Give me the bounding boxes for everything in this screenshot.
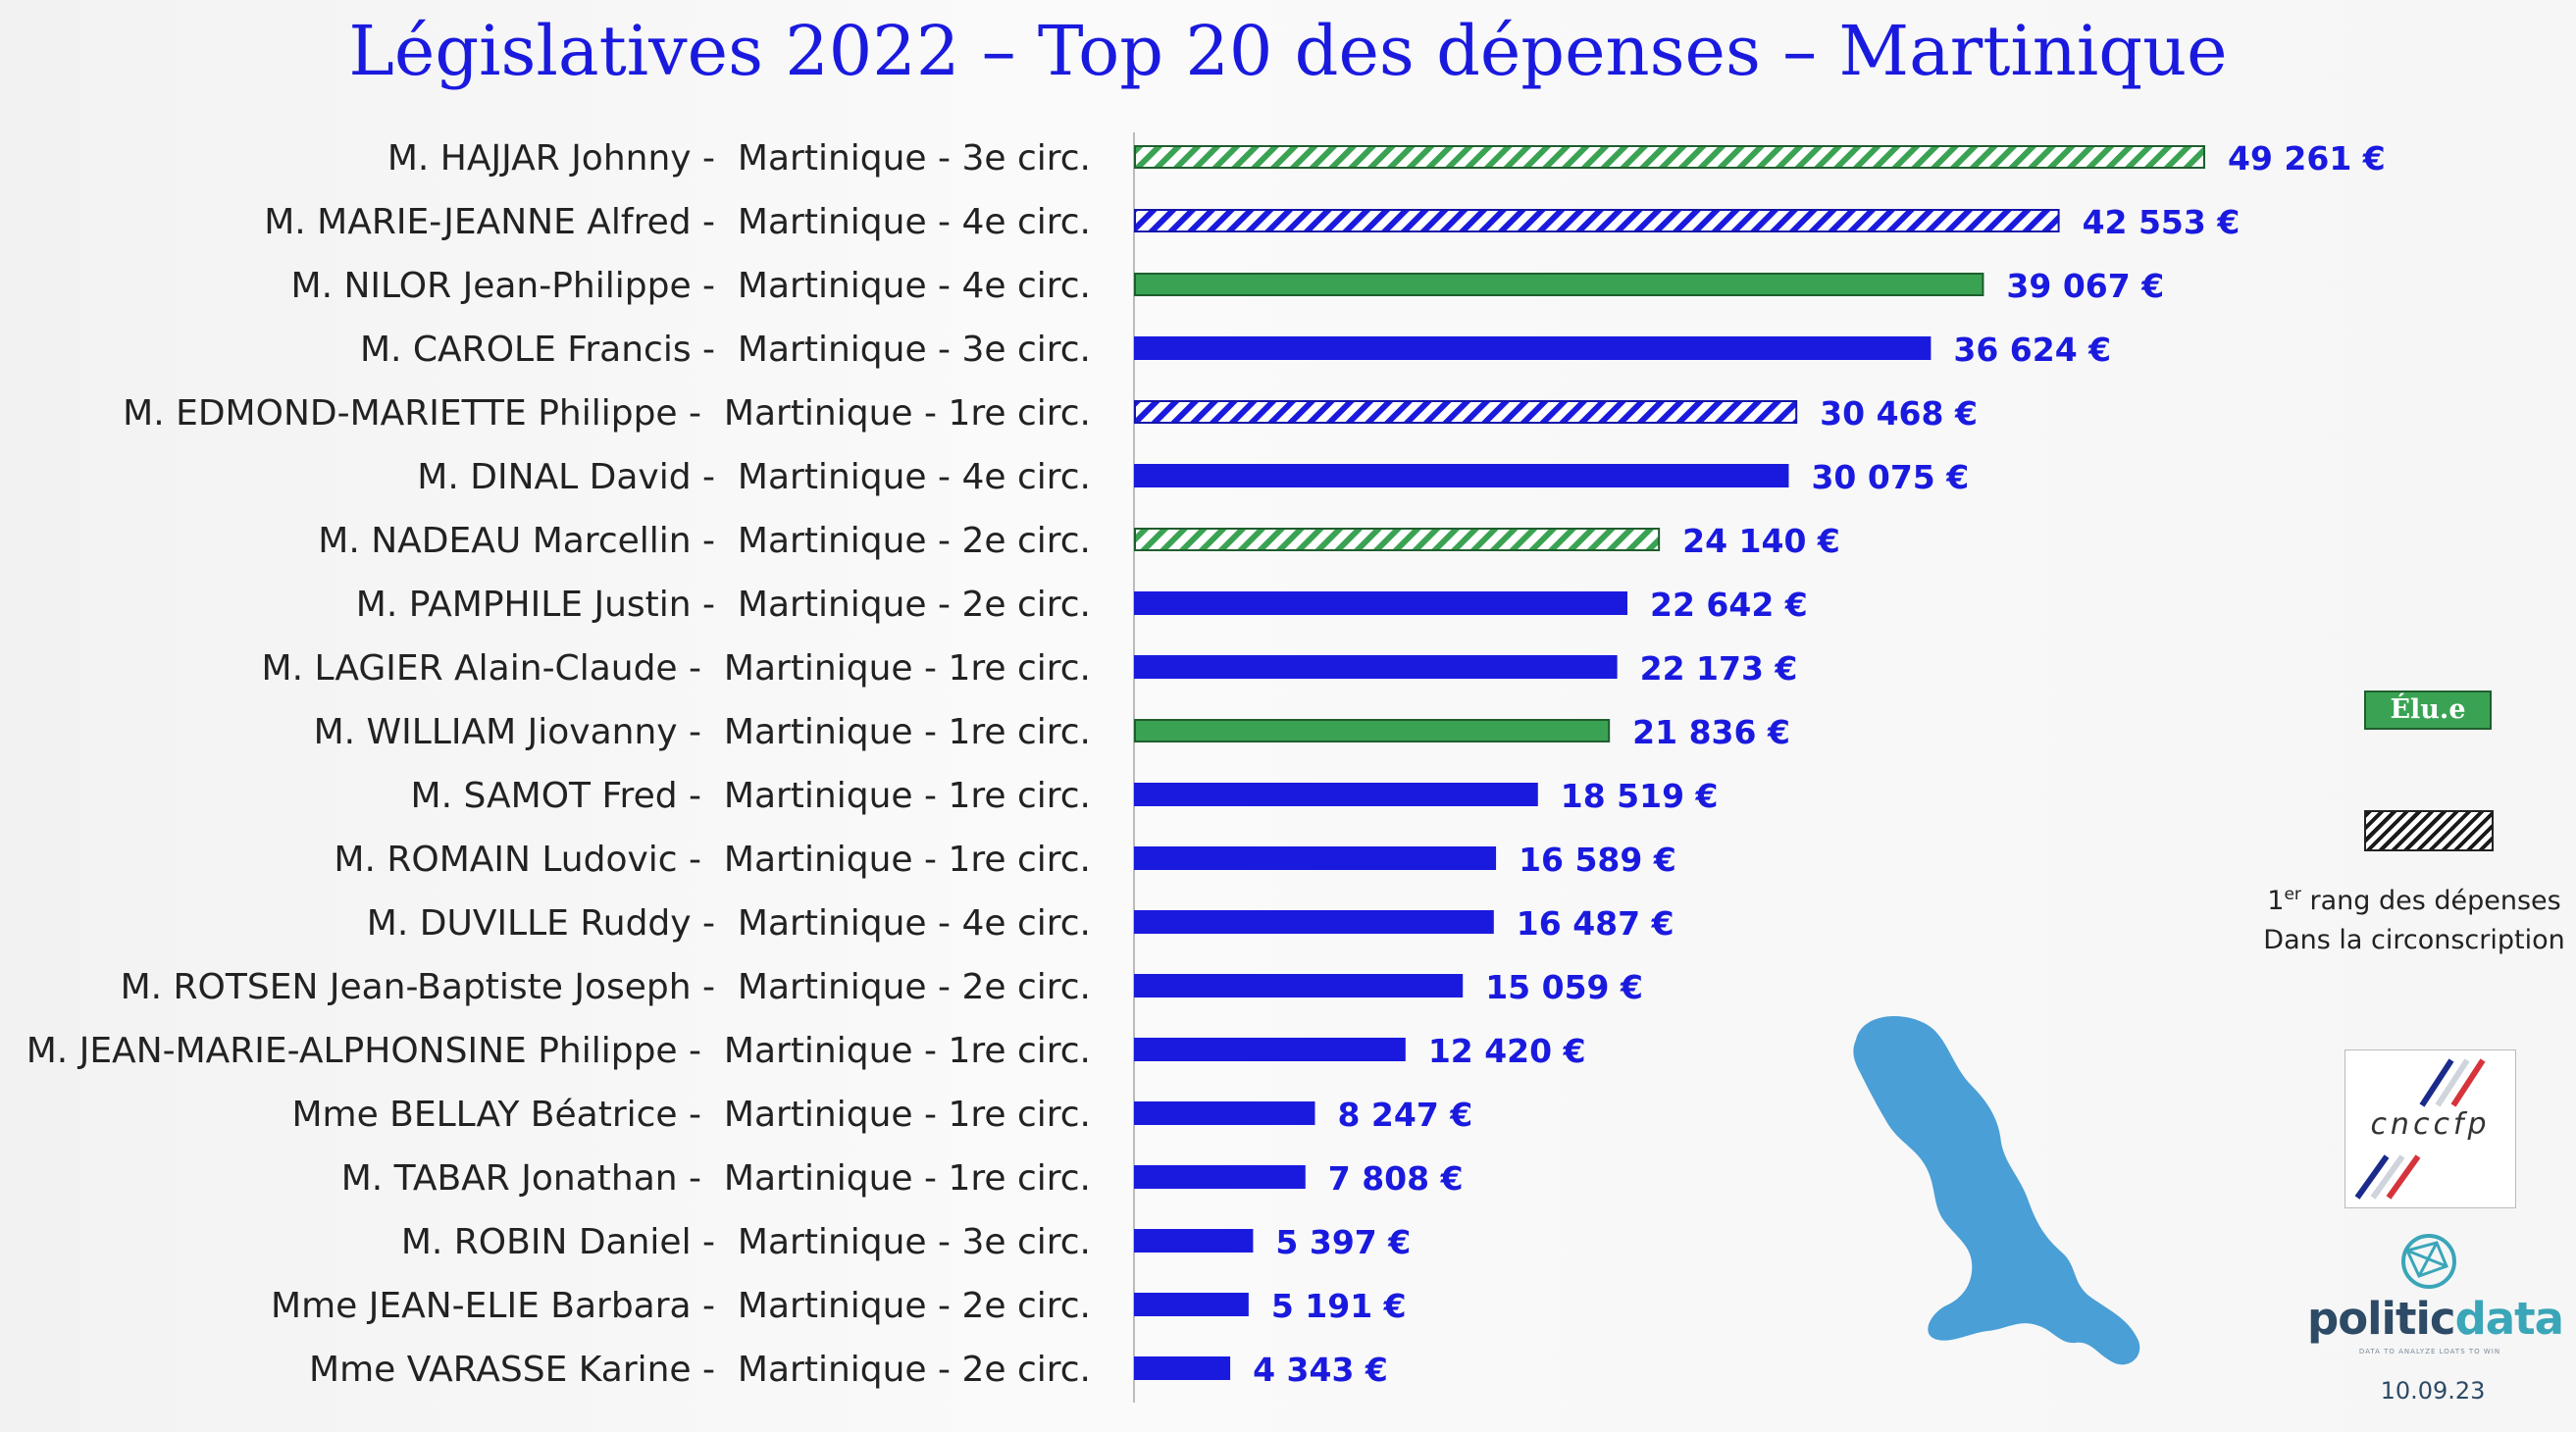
category-label: M. ROMAIN Ludovic - Martinique - 1re cir…: [334, 840, 1091, 880]
category-label: M. CAROLE Francis - Martinique - 3e circ…: [360, 330, 1091, 370]
bar: [1134, 1038, 1406, 1061]
legend-line1: rang des dépenses: [2300, 886, 2561, 916]
category-label: M. EDMOND-MARIETTE Philippe - Martinique…: [123, 393, 1091, 434]
legend-first-rank-label: 1er rang des dépenses Dans la circonscri…: [2252, 875, 2576, 960]
data-label: 8 247 €: [1337, 1096, 1472, 1134]
martinique-map-icon: [1853, 1016, 2140, 1365]
politicdata-globe-icon: [2401, 1234, 2456, 1289]
category-label: M. JEAN-MARIE-ALPHONSINE Philippe - Mart…: [26, 1031, 1091, 1071]
bar: [1134, 464, 1789, 487]
category-label: M. WILLIAM Jiovanny - Martinique - 1re c…: [314, 712, 1091, 752]
category-label: M. ROBIN Daniel - Martinique - 3e circ.: [401, 1222, 1091, 1262]
data-label: 16 589 €: [1519, 841, 1676, 879]
data-label: 5 397 €: [1275, 1223, 1411, 1261]
data-label: 22 173 €: [1640, 649, 1798, 688]
category-label: M. DINAL David - Martinique - 4e circ.: [417, 457, 1091, 497]
bar: [1134, 1293, 1249, 1316]
category-label: M. HAJJAR Johnny - Martinique - 3e circ.: [387, 138, 1091, 179]
data-label: 15 059 €: [1485, 968, 1643, 1006]
politicdata-logo: politicdata: [2307, 1293, 2564, 1346]
legend-ordinal-suffix: er: [2284, 885, 2301, 904]
category-label: M. DUVILLE Ruddy - Martinique - 4e circ.: [367, 903, 1091, 944]
data-label: 49 261 €: [2228, 139, 2386, 178]
bar: [1134, 1101, 1315, 1125]
category-label: M. TABAR Jonathan - Martinique - 1re cir…: [341, 1158, 1091, 1199]
category-label: M. LAGIER Alain-Claude - Martinique - 1r…: [262, 648, 1091, 689]
chart-title: Législatives 2022 – Top 20 des dépenses …: [348, 11, 2228, 91]
bar: [1134, 400, 1798, 424]
category-label: Mme BELLAY Béatrice - Martinique - 1re c…: [291, 1095, 1091, 1135]
data-label: 30 075 €: [1811, 458, 1969, 496]
data-label: 30 468 €: [1820, 394, 1978, 433]
category-label: M. MARIE-JEANNE Alfred - Martinique - 4e…: [264, 202, 1091, 242]
data-label: 4 343 €: [1253, 1351, 1388, 1389]
bar: [1134, 1229, 1254, 1253]
category-label: M. ROTSEN Jean-Baptiste Joseph - Martini…: [121, 967, 1091, 1007]
data-label: 18 519 €: [1561, 777, 1719, 815]
data-label: 36 624 €: [1953, 331, 2111, 369]
data-label: 22 642 €: [1650, 586, 1808, 624]
bar: [1134, 1165, 1306, 1189]
data-label: 24 140 €: [1682, 522, 1840, 560]
bar: [1134, 1356, 1231, 1380]
category-labels: M. HAJJAR Johnny - Martinique - 3e circ.…: [26, 138, 1091, 1390]
bar: [1134, 145, 2205, 169]
bar: [1134, 209, 2060, 232]
category-label: Mme VARASSE Karine - Martinique - 2e cir…: [309, 1350, 1091, 1390]
data-label: 12 420 €: [1428, 1032, 1586, 1070]
category-label: M. NILOR Jean-Philippe - Martinique - 4e…: [291, 266, 1091, 306]
legend-ordinal: 1: [2267, 886, 2285, 916]
politicdata-part1: politic: [2307, 1293, 2456, 1345]
date-label: 10.09.23: [2380, 1377, 2486, 1405]
bar: [1134, 336, 1932, 360]
bar: [1134, 974, 1464, 997]
bar: [1134, 783, 1538, 806]
bar: [1134, 273, 1984, 296]
bar: [1134, 655, 1618, 679]
value-labels: 49 261 € 42 553 € 39 067 € 36 624 € 30 468 €…: [1253, 139, 2386, 1389]
politicdata-tagline: DATA TO ANALYZE LOATS TO WIN: [2358, 1348, 2501, 1355]
data-label: 7 808 €: [1328, 1159, 1464, 1198]
data-label: 5 191 €: [1271, 1287, 1407, 1325]
bar: [1134, 528, 1661, 551]
cnccfp-wordmark: cnccfp: [2370, 1107, 2491, 1142]
legend-elected-swatch: Élu.e: [2364, 690, 2492, 730]
data-label: 39 067 €: [2006, 267, 2164, 305]
bar: [1134, 719, 1611, 742]
bar: [1134, 846, 1497, 870]
legend-first-rank-swatch: [2364, 810, 2494, 851]
data-label: 16 487 €: [1517, 904, 1674, 943]
politicdata-part2: data: [2454, 1293, 2564, 1345]
category-label: M. SAMOT Fred - Martinique - 1re circ.: [411, 776, 1091, 816]
category-label: M. NADEAU Marcellin - Martinique - 2e ci…: [318, 521, 1091, 561]
data-label: 21 836 €: [1632, 713, 1790, 751]
bar: [1134, 591, 1628, 615]
bars: [1134, 145, 2205, 1380]
cnccfp-logo: cnccfp: [2344, 1049, 2516, 1208]
category-label: Mme JEAN-ELIE Barbara - Martinique - 2e …: [271, 1286, 1091, 1326]
legend-line2: Dans la circonscription: [2263, 925, 2565, 955]
bar: [1134, 910, 1494, 934]
data-label: 42 553 €: [2083, 203, 2241, 241]
category-label: M. PAMPHILE Justin - Martinique - 2e cir…: [356, 585, 1091, 625]
